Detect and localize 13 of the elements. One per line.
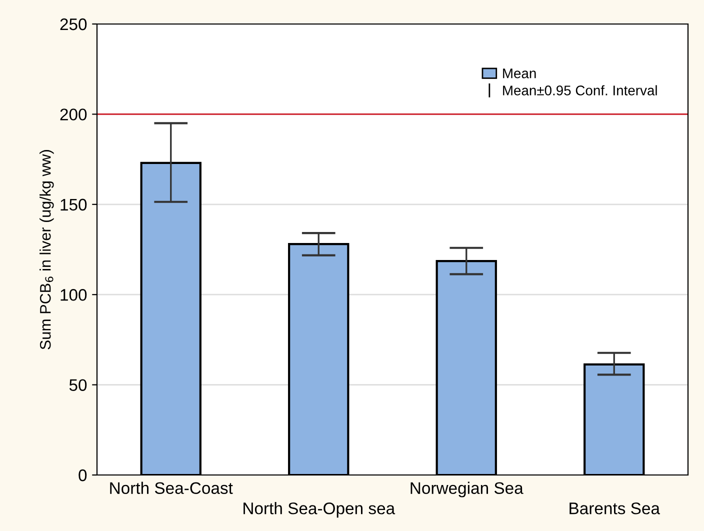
x-tick-label: Norwegian Sea xyxy=(410,482,524,498)
y-axis-title: Sum PCB$_{6}$ in liver (ug/kg ww) xyxy=(40,150,54,350)
legend-label: Mean xyxy=(503,68,536,78)
annotation: Mean±0.95 Conf. Interval xyxy=(503,85,657,96)
x-tick-label: North Sea-Coast xyxy=(110,482,233,494)
y-tick-label: 200 xyxy=(60,108,87,120)
y-tick-label: 0 xyxy=(78,469,87,482)
y-tick-label: 50 xyxy=(69,379,87,392)
x-tick-label: North Sea-Open sea xyxy=(244,502,396,518)
y-tick-label: 100 xyxy=(60,289,87,301)
x-tick-label: Barents Sea xyxy=(570,502,660,514)
y-tick-label: 150 xyxy=(60,198,87,211)
y-tick-label: 250 xyxy=(60,18,87,30)
